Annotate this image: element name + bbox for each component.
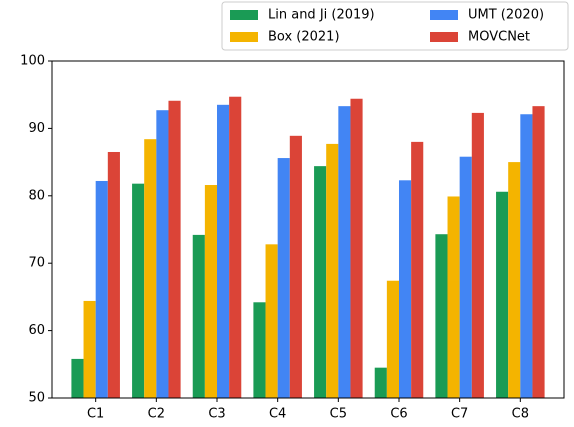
bar	[156, 110, 169, 399]
bar	[132, 183, 145, 398]
bar	[277, 158, 290, 398]
bar	[532, 106, 545, 399]
bar	[71, 358, 84, 398]
bar	[265, 244, 278, 398]
legend-swatch	[430, 32, 458, 42]
legend-swatch	[430, 10, 458, 20]
bar	[326, 143, 339, 398]
bar	[314, 166, 327, 398]
bar	[338, 106, 351, 399]
legend-label: Box (2021)	[268, 30, 340, 45]
y-tick-label: 80	[28, 188, 45, 203]
y-tick-label: 100	[20, 54, 45, 69]
bar	[95, 180, 108, 398]
bar	[168, 100, 181, 399]
legend-swatch	[230, 32, 258, 42]
bar	[289, 135, 302, 398]
legend-label: UMT (2020)	[468, 8, 544, 23]
x-tick-label: C8	[512, 407, 529, 422]
y-tick-label: 90	[28, 121, 45, 136]
bar	[83, 300, 96, 398]
legend-frame	[221, 1, 569, 51]
bar	[350, 98, 363, 398]
bar	[229, 96, 242, 399]
bar	[411, 141, 424, 398]
x-tick-label: C5	[330, 407, 347, 422]
bar	[398, 180, 412, 398]
bar	[471, 112, 484, 398]
bar	[374, 367, 387, 398]
x-tick-label: C4	[269, 407, 286, 422]
bar	[459, 156, 472, 398]
bar	[447, 196, 460, 398]
x-tick-label: C3	[208, 407, 225, 422]
x-tick-label: C2	[148, 407, 165, 422]
bar	[520, 114, 533, 398]
bar	[508, 162, 521, 398]
legend-label: Lin and Ji (2019)	[268, 8, 375, 23]
y-tick-label: 60	[28, 323, 45, 338]
bar	[253, 302, 266, 398]
x-tick-label: C1	[87, 407, 104, 422]
bar	[107, 151, 120, 398]
bar	[204, 185, 218, 398]
bar	[144, 139, 157, 398]
bar	[386, 280, 399, 398]
bar	[435, 234, 448, 398]
bar	[496, 191, 509, 398]
bar	[217, 104, 230, 398]
legend-swatch	[230, 10, 258, 20]
y-tick-label: 50	[28, 391, 45, 406]
plot-frame	[51, 60, 565, 399]
x-tick-label: C7	[451, 407, 468, 422]
y-tick-label: 70	[28, 256, 45, 271]
x-tick-label: C6	[390, 407, 407, 422]
bar	[192, 234, 205, 398]
legend-label: MOVCNet	[468, 30, 530, 45]
